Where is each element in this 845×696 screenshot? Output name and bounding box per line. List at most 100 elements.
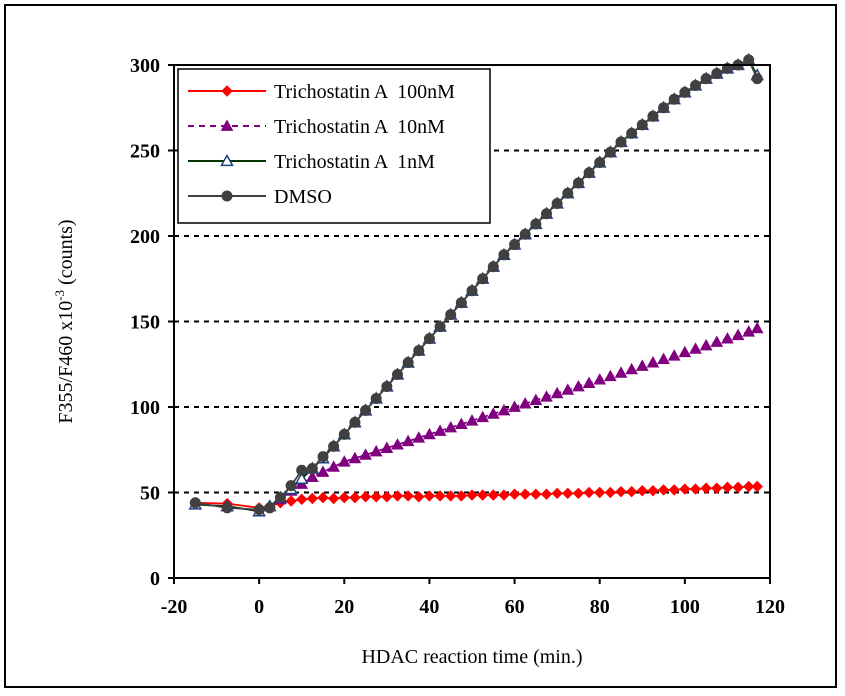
data-point — [498, 489, 510, 501]
data-point — [668, 93, 680, 105]
data-point — [466, 285, 478, 297]
data-point — [551, 198, 563, 210]
data-point — [359, 448, 372, 460]
data-point — [582, 376, 596, 388]
data-point — [285, 495, 297, 507]
series-layer — [188, 52, 765, 517]
legend-entry: Trichostatin A 1nM — [188, 151, 435, 173]
legend-label: DMSO — [274, 186, 332, 208]
data-point — [380, 441, 394, 453]
data-point — [466, 489, 478, 501]
x-tick-label: 80 — [590, 596, 610, 618]
y-axis-title-unit: (counts) — [55, 219, 77, 290]
data-point — [401, 434, 415, 447]
data-point — [561, 383, 575, 395]
series-4 — [189, 54, 763, 516]
data-point — [402, 490, 414, 502]
data-point — [423, 490, 436, 502]
data-point — [189, 497, 201, 509]
data-point — [221, 502, 233, 514]
data-point — [444, 420, 458, 433]
x-axis-title: HDAC reaction time (min.) — [361, 646, 582, 668]
chart-frame: 0 50 100 150 200 250 300 -20 0 20 40 60 80 100 120 Tri… — [4, 4, 837, 688]
data-point — [732, 481, 744, 494]
legend-marker — [220, 153, 234, 167]
data-point — [529, 393, 543, 406]
data-point — [541, 208, 552, 220]
data-point — [636, 119, 648, 131]
x-tick-label: -20 — [161, 596, 188, 618]
data-point — [412, 431, 426, 443]
data-point — [625, 485, 638, 498]
data-point — [625, 362, 638, 375]
data-point — [540, 390, 553, 402]
data-point — [476, 489, 489, 501]
data-point — [487, 261, 499, 273]
data-point — [317, 451, 329, 463]
data-point — [381, 491, 393, 503]
data-point — [751, 73, 763, 85]
data-point — [690, 80, 701, 92]
data-point — [508, 488, 521, 500]
data-point — [413, 491, 425, 503]
data-point — [349, 416, 361, 428]
data-point — [519, 488, 531, 500]
data-point — [477, 273, 489, 285]
data-point — [391, 438, 404, 450]
data-point — [750, 321, 764, 334]
data-point — [614, 366, 628, 378]
data-point — [497, 403, 511, 416]
data-point — [476, 410, 489, 423]
data-point — [455, 297, 467, 309]
data-point — [296, 464, 308, 476]
data-point — [658, 102, 670, 114]
data-point — [550, 386, 564, 399]
data-point — [667, 349, 681, 361]
data-point — [306, 463, 318, 475]
data-point — [455, 417, 468, 429]
data-point — [594, 486, 606, 499]
data-point — [699, 338, 713, 351]
y-tick-label: 0 — [150, 568, 160, 590]
legend-entry: Trichostatin A 100nM — [188, 81, 455, 103]
legend-marker — [221, 85, 233, 97]
legend-marker — [220, 119, 234, 131]
data-point — [657, 484, 670, 496]
data-point — [572, 487, 585, 500]
legend-entry: DMSO — [188, 186, 332, 208]
data-point — [679, 86, 691, 98]
data-point — [338, 428, 350, 440]
data-point — [646, 356, 660, 368]
data-point — [700, 482, 712, 494]
y-axis-title-exponent: -3 — [52, 290, 67, 301]
legend-label: Trichostatin A 1nM — [274, 151, 435, 173]
data-point — [572, 379, 585, 392]
data-point — [583, 486, 595, 499]
data-point — [338, 491, 350, 504]
data-point — [391, 490, 404, 502]
data-point — [743, 54, 755, 66]
data-point — [369, 444, 383, 457]
x-tick-label: 60 — [505, 596, 525, 618]
data-point — [370, 491, 382, 503]
data-point — [423, 427, 436, 440]
data-point — [392, 369, 403, 381]
data-point — [519, 228, 531, 240]
data-point — [294, 471, 309, 484]
data-point — [413, 345, 425, 357]
data-point — [711, 482, 723, 494]
data-point — [327, 460, 340, 472]
data-point — [604, 486, 617, 499]
data-point — [306, 470, 319, 483]
data-point — [721, 481, 734, 494]
data-point — [359, 491, 372, 503]
series-2 — [188, 321, 764, 517]
data-point — [423, 333, 435, 345]
data-point — [253, 504, 265, 516]
data-point — [317, 491, 329, 504]
data-point — [647, 485, 659, 497]
data-point — [689, 342, 702, 354]
data-point — [434, 321, 446, 333]
x-tick-label: 0 — [254, 596, 264, 618]
